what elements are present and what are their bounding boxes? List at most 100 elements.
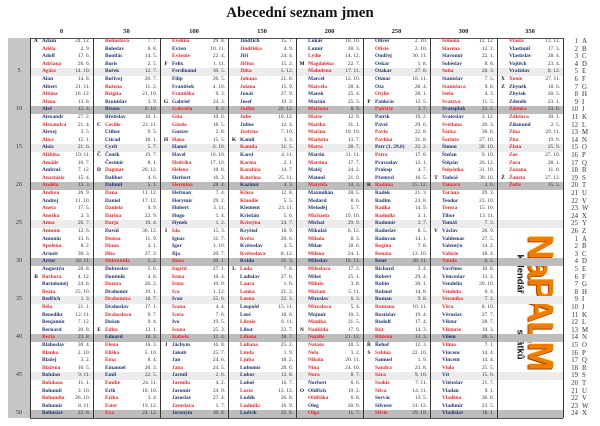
name-day-date: 10. 3. <box>347 311 360 318</box>
name: Vladěna <box>442 395 462 402</box>
name: Svatoslav <box>442 114 464 120</box>
name-day-date: 28. 11. <box>412 258 427 265</box>
index-number: 10 <box>571 106 578 114</box>
name-day-date: 30. 10. <box>479 174 494 181</box>
name: Richard <box>375 266 394 272</box>
name-day-date: 2. 5. <box>147 60 157 67</box>
name: Marián <box>308 98 326 105</box>
name: Libuše <box>240 319 256 326</box>
name: Patrik <box>375 114 390 120</box>
index-letter: L <box>582 319 587 327</box>
name: Tamara <box>442 182 461 189</box>
name-day-date: 8. 3. <box>215 106 225 113</box>
index-number: 21 <box>571 387 578 395</box>
index-letter: K <box>582 311 587 319</box>
name-day-date: 30. 8. <box>481 395 494 402</box>
name: Vendelín <box>442 281 463 288</box>
name: Dana <box>105 190 118 196</box>
name-day-date: 30. 6. <box>481 129 494 136</box>
name: Ladislav <box>240 273 260 280</box>
name: Anna <box>42 220 55 227</box>
name: Nina <box>308 364 320 371</box>
name: Medard <box>308 197 327 204</box>
name: Dominik <box>105 273 126 280</box>
name: Oleg <box>308 402 319 409</box>
name-day-date: 25. 4. <box>347 91 360 98</box>
name: Xenie <box>509 76 523 82</box>
name: Sára <box>375 372 386 379</box>
name: Jindřiška <box>240 45 262 52</box>
letter-marker: X <box>501 76 505 82</box>
name-day-date: 24. 9. <box>212 387 225 394</box>
name-day-date: 4. 6. <box>147 174 157 181</box>
name: Blažena <box>42 364 61 371</box>
name: Ctibor <box>105 129 121 136</box>
name-day-date: 8. 8. <box>484 60 494 67</box>
name-day-date: 7. 8. <box>417 243 427 250</box>
name: Ingrid <box>172 266 187 272</box>
name: Zbyněk <box>509 83 527 90</box>
index-number: 16 <box>571 349 578 357</box>
name: Jana <box>172 364 184 371</box>
name-day-date: 22. 1. <box>481 53 494 60</box>
name: Bartoloměj <box>42 281 69 288</box>
name-day-date: 1. 7. <box>215 402 225 409</box>
index-letter: E <box>582 266 587 273</box>
name-day-date: 4. 1. <box>147 243 157 250</box>
index-letter: L <box>582 121 587 129</box>
name: Evelína <box>172 38 190 44</box>
name: Vlasta <box>509 38 524 44</box>
name-day-date: 19. 4. <box>414 311 427 318</box>
name-day-date: 19. 11. <box>75 152 90 158</box>
index-number: 12 <box>571 319 578 327</box>
name: Silva <box>375 387 387 394</box>
name: Květoslava <box>240 250 266 257</box>
row-number: 15 <box>16 144 22 151</box>
name-day-date: 9. 10. <box>414 372 427 379</box>
name-day-date: 27. 3. <box>144 250 157 257</box>
name-day-date: 4. 9. <box>283 45 293 52</box>
name-day-date: 24. 7. <box>280 220 293 227</box>
name-day-date: 2. 3. <box>80 212 90 219</box>
name: Milan <box>308 243 322 250</box>
name-day-date: 14. 5. <box>144 53 157 60</box>
name: Apolena <box>42 243 62 250</box>
name: Prokop <box>375 167 392 174</box>
name: Čestmír <box>105 159 124 166</box>
name: Beáta <box>42 288 56 295</box>
name-day-date: 21. 8. <box>280 76 293 82</box>
index-letter: O <box>582 342 587 349</box>
name-day-date: 6. 11. <box>281 319 293 326</box>
name-day-date: 3. 10. <box>77 387 90 394</box>
name: Markéta <box>308 136 329 143</box>
name: David <box>105 228 119 234</box>
name-day-date: 3. 7. <box>417 106 427 113</box>
name: Mahulena <box>308 68 332 75</box>
name: Tereza <box>442 205 458 212</box>
name: Heřman <box>172 190 192 196</box>
index-number: 20 <box>571 380 578 387</box>
index-number: 5 <box>574 68 578 76</box>
name: Dalibor <box>105 174 123 181</box>
index-number: 19 <box>571 372 578 380</box>
name: Miriam <box>308 288 326 295</box>
name-day-date: 23. 6. <box>547 106 560 113</box>
index-letter: K <box>582 114 587 121</box>
name-day-date: 12. 4. <box>280 121 293 128</box>
name: Michal <box>308 220 325 227</box>
name-day-date: 17. 11. <box>345 68 360 75</box>
name: Milena <box>308 250 325 257</box>
name-day-date: 27. 5. <box>481 235 494 242</box>
name: Marta <box>308 144 323 151</box>
index-letter: Z <box>582 228 587 235</box>
name: Viola <box>442 364 455 371</box>
name: Svatava <box>442 98 461 105</box>
name-day-date: 31. 7. <box>212 235 225 242</box>
name: Ljuba <box>240 357 255 364</box>
name: Zbyšek <box>509 91 526 98</box>
name-day-date: 28. 4. <box>347 83 360 90</box>
name-day-date: 8. 2. <box>80 243 90 250</box>
column-divider <box>160 38 162 418</box>
name-day-date: 15. 9. <box>280 83 293 90</box>
name: Vanda <box>442 258 457 265</box>
